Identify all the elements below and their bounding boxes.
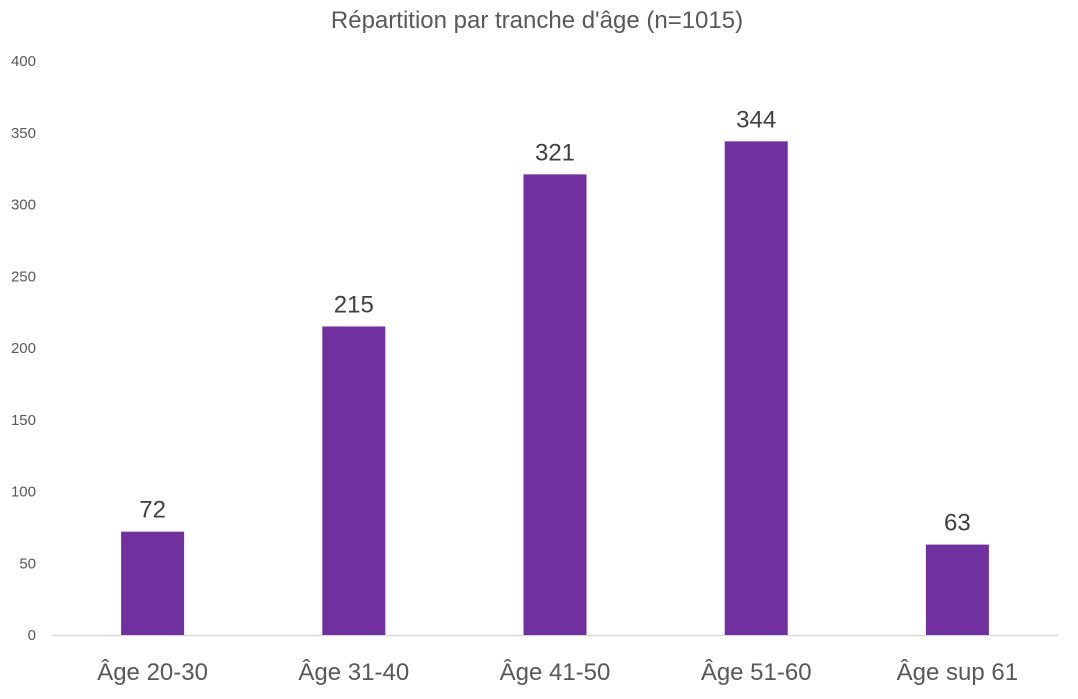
y-tick-label: 250 [11,268,36,285]
y-tick-label: 300 [11,197,36,214]
data-labels-group: 72 215 321 344 63 [139,106,971,536]
x-tick-label: Âge 41-50 [500,659,611,686]
x-axis-ticks: Âge 20-30 Âge 31-40 Âge 41-50 Âge 51-60 Âge … [97,659,1018,686]
y-tick-label: 200 [11,340,36,357]
y-tick-label: 0 [28,627,36,644]
bar [121,531,185,635]
data-label: 321 [535,139,575,166]
bar [322,326,386,635]
data-label: 215 [334,291,374,318]
y-tick-label: 50 [19,555,36,572]
y-tick-label: 350 [11,125,36,142]
x-tick-label: Âge 51-60 [701,659,812,686]
bar [925,544,989,635]
chart-title: Répartition par tranche d'âge (n=1015) [331,7,743,34]
y-tick-label: 400 [11,53,36,70]
y-tick-label: 150 [11,412,36,429]
data-label: 344 [736,106,776,133]
bar [724,141,788,636]
data-label: 63 [944,510,971,537]
bar [523,174,587,636]
x-tick-label: Âge sup 61 [897,659,1018,686]
y-tick-label: 100 [11,484,36,501]
bars-group [121,141,989,636]
data-label: 72 [139,497,166,524]
y-axis-ticks: 0 50 100 150 200 250 300 350 400 [11,53,36,644]
x-tick-label: Âge 31-40 [298,659,409,686]
x-tick-label: Âge 20-30 [97,659,208,686]
